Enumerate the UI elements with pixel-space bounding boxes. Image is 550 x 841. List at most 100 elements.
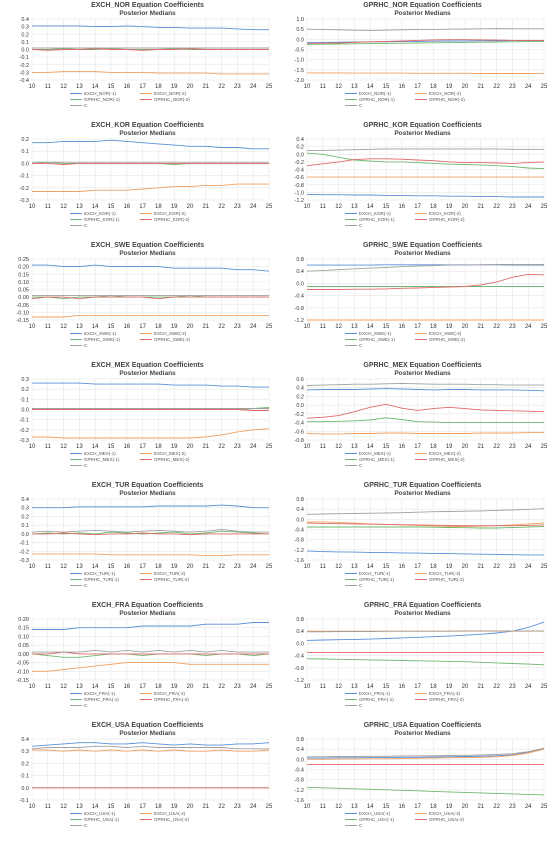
series-line	[32, 622, 269, 630]
series-line	[306, 28, 544, 31]
x-tick-label: 13	[351, 84, 358, 90]
chart-panel: EXCH_KOR Equation CoefficientsPosterior …	[20, 122, 273, 228]
x-tick-label: 20	[187, 564, 194, 570]
legend-label: EXCH_TUR(-1)	[359, 571, 391, 576]
y-tick-label: -0.3	[20, 558, 29, 564]
x-tick-label: 10	[304, 564, 311, 570]
chart-panel: EXCH_NOR Equation CoefficientsPosterior …	[20, 2, 273, 108]
y-tick-label: -2.0	[295, 78, 304, 84]
y-tick-label: 0.4	[296, 747, 304, 753]
legend-label: GPRHC_MEX(-2)	[429, 457, 465, 462]
x-tick-label: 21	[477, 204, 484, 210]
x-tick-label: 12	[60, 324, 67, 330]
x-tick-label: 18	[155, 804, 162, 810]
x-tick-label: 23	[234, 564, 241, 570]
x-tick-label: 22	[218, 804, 225, 810]
y-tick-label: 0.15	[18, 272, 29, 278]
x-tick-label: 18	[430, 444, 437, 450]
y-tick-label: -0.6	[295, 175, 304, 181]
legend-label: EXCH_FRA(-2)	[429, 691, 461, 696]
series-line	[306, 193, 544, 198]
chart-panel: GPRHC_USA Equation CoefficientsPosterior…	[295, 722, 548, 828]
chart-panel: GPRHC_MEX Equation CoefficientsPosterior…	[295, 362, 548, 468]
x-tick-label: 20	[462, 804, 469, 810]
x-tick-label: 19	[446, 804, 453, 810]
x-tick-label: 19	[171, 684, 178, 690]
x-tick-label: 11	[320, 84, 327, 90]
series-line	[306, 158, 545, 167]
series-line	[32, 428, 270, 439]
series-line	[31, 742, 270, 747]
x-tick-label: 16	[398, 564, 405, 570]
series-line	[32, 314, 269, 318]
x-tick-label: 24	[250, 204, 257, 210]
x-tick-label: 21	[202, 564, 209, 570]
series-line	[306, 658, 545, 666]
x-tick-label: 11	[45, 324, 52, 330]
legend-label: GPRHC_KOR(-2)	[154, 217, 190, 222]
y-tick-label: 0.0	[296, 37, 304, 43]
y-tick-label: -0.2	[20, 428, 29, 434]
y-tick-label: 0.20	[18, 265, 29, 271]
series-line	[32, 553, 269, 557]
x-tick-label: 15	[383, 564, 390, 570]
y-tick-label: 0.1	[21, 774, 29, 780]
y-tick-label: -0.1	[20, 418, 29, 424]
y-tick-label: 0.4	[21, 17, 29, 23]
x-tick-label: 22	[493, 444, 500, 450]
x-tick-label: 10	[29, 324, 36, 330]
series-line	[306, 508, 545, 515]
series-line	[306, 621, 545, 641]
legend-label: EXCH_SWE(-1)	[359, 331, 392, 336]
x-tick-label: 22	[493, 564, 500, 570]
x-tick-label: 14	[92, 804, 99, 810]
x-tick-label: 11	[320, 204, 327, 210]
x-tick-label: 13	[76, 804, 83, 810]
legend-label: EXCH_SWE(-2)	[154, 331, 187, 336]
y-tick-label: 0.2	[21, 761, 29, 767]
chart-subtitle: Posterior Medians	[119, 370, 176, 377]
x-tick-label: 17	[139, 324, 146, 330]
x-tick-label: 16	[398, 444, 405, 450]
x-tick-label: 15	[383, 444, 390, 450]
y-tick-label: -0.4	[20, 78, 29, 84]
x-tick-label: 20	[462, 324, 469, 330]
x-tick-label: 11	[320, 684, 327, 690]
legend-label: C	[84, 703, 88, 708]
x-tick-label: 23	[234, 204, 241, 210]
chart-panel: GPRHC_TUR Equation CoefficientsPosterior…	[295, 482, 548, 588]
x-tick-label: 21	[202, 84, 209, 90]
x-tick-label: 18	[155, 564, 162, 570]
y-tick-label: 0.05	[18, 288, 29, 294]
y-tick-label: -0.2	[20, 186, 29, 192]
chart-title: GPRHC_TUR Equation Coefficients	[364, 482, 482, 489]
legend-label: C	[84, 823, 88, 828]
series-line	[32, 662, 269, 672]
x-tick-label: 14	[367, 804, 374, 810]
y-tick-label: 0.2	[21, 387, 29, 393]
y-tick-label: -1.2	[295, 548, 304, 554]
y-tick-label: -1.0	[295, 58, 304, 64]
y-tick-label: -1.2	[295, 678, 304, 684]
legend-label: EXCH_NOR(-2)	[154, 91, 187, 96]
chart-title: EXCH_USA Equation Coefficients	[92, 722, 204, 729]
chart-subtitle: Posterior Medians	[394, 730, 451, 737]
y-tick-label: -1.5	[295, 68, 304, 74]
y-tick-label: 0.3	[21, 377, 29, 383]
x-tick-label: 13	[351, 444, 358, 450]
series-line	[306, 432, 544, 435]
x-tick-label: 19	[446, 444, 453, 450]
series-line	[32, 139, 269, 150]
chart-title: GPRHC_MEX Equation Coefficients	[363, 362, 481, 369]
x-tick-label: 25	[266, 684, 273, 690]
x-tick-label: 12	[335, 684, 342, 690]
y-tick-label: -0.8	[295, 778, 304, 784]
x-tick-label: 21	[202, 444, 209, 450]
x-tick-label: 21	[202, 804, 209, 810]
y-tick-label: 0.0	[296, 152, 304, 158]
x-tick-label: 20	[462, 204, 469, 210]
y-tick-label: 0.00	[18, 295, 29, 301]
y-tick-label: 0.5	[296, 27, 304, 33]
x-tick-label: 19	[171, 564, 178, 570]
